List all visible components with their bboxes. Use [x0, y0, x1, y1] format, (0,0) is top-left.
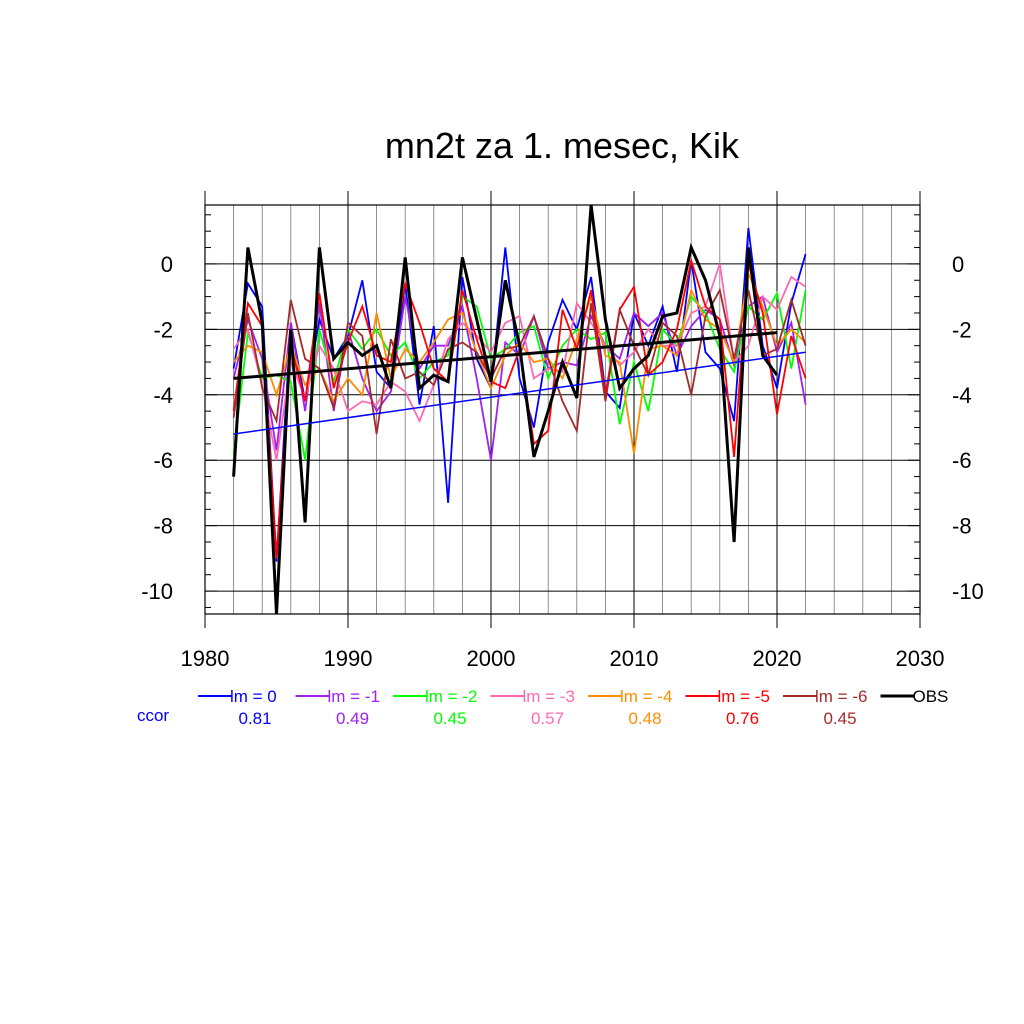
y-tick-label-left: -4: [153, 383, 173, 408]
y-tick-label-right: 0: [952, 252, 964, 277]
legend-label: lm = 0: [230, 687, 277, 706]
y-tick-label-left: 0: [161, 252, 173, 277]
y-tick-label-right: -6: [952, 448, 972, 473]
ccor-value: 0.81: [238, 709, 271, 728]
x-tick-label: 2030: [896, 646, 945, 671]
axes: 1980 1990 2000 2010 2020 2030 0 0 -2 -2 -4 -4 -6 -6 -8…: [141, 191, 984, 671]
y-tick-label-right: -8: [952, 514, 972, 539]
legend-label: lm = -6: [815, 687, 867, 706]
ccor-value: 0.57: [531, 709, 564, 728]
y-tick-label-right: -2: [952, 317, 972, 342]
y-tick-label-left: -10: [141, 579, 173, 604]
chart-title: mn2t za 1. mesec, Kik: [385, 125, 740, 166]
legend-label: lm = -5: [718, 687, 770, 706]
legend-label: OBS: [913, 687, 949, 706]
ccor-value: 0.76: [726, 709, 759, 728]
series-line: [232, 289, 807, 461]
legend: ccor lm = 0 0.81 lm = -1 0.49 lm = -2 0.45 lm =…: [137, 687, 948, 728]
y-tick-label-right: -10: [952, 579, 984, 604]
trend-line: [233, 351, 806, 435]
x-tick-label: 1980: [181, 646, 230, 671]
x-tick-label: 2000: [467, 646, 516, 671]
y-tick-label-left: -2: [153, 317, 173, 342]
trend-line: [233, 331, 778, 380]
ccor-label: ccor: [137, 706, 169, 725]
plot-frame: [204, 204, 921, 615]
ccor-value: 0.45: [433, 709, 466, 728]
series-line: [232, 227, 807, 562]
series-line: [232, 204, 779, 615]
y-tick-label-left: -8: [153, 514, 173, 539]
legend-label: lm = -4: [620, 687, 672, 706]
legend-label: lm = -2: [425, 687, 477, 706]
y-tick-label-right: -4: [952, 383, 972, 408]
trend-lines: [233, 331, 806, 435]
x-tick-label: 2010: [610, 646, 659, 671]
legend-label: lm = -3: [523, 687, 575, 706]
x-tick-label: 2020: [753, 646, 802, 671]
ccor-value: 0.48: [628, 709, 661, 728]
ccor-value: 0.49: [336, 709, 369, 728]
y-tick-label-left: -6: [153, 448, 173, 473]
legend-label: lm = -1: [328, 687, 380, 706]
x-tick-label: 1990: [324, 646, 373, 671]
ccor-value: 0.45: [823, 709, 856, 728]
